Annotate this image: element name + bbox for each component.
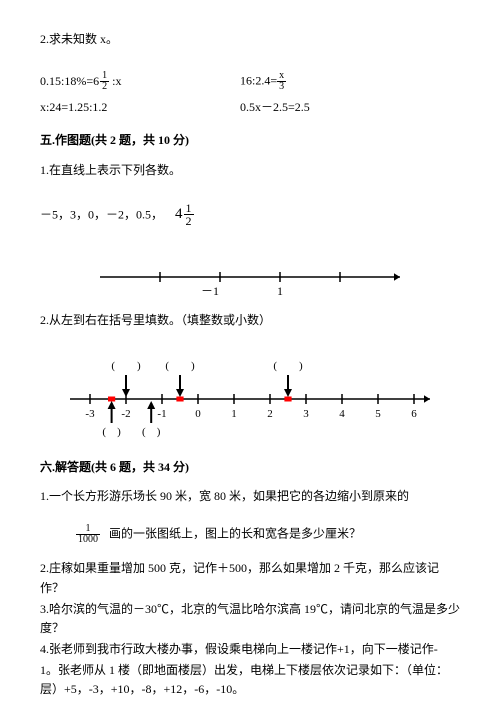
problem-2-title: 2.求未知数 x。 bbox=[40, 30, 460, 49]
eq1-left-b: :x bbox=[109, 74, 121, 88]
number-line-2: -3 -2 -1 0 1 2 3 4 5 6 ( ) ( ) ( ) ( ) ( ) bbox=[50, 344, 450, 444]
q5-2-head: 2.从左到右在括号里填数。（填整数或小数） bbox=[40, 311, 460, 330]
q5-1-head: 1.在直线上表示下列各数。 bbox=[40, 161, 460, 180]
svg-text:-3: -3 bbox=[85, 408, 95, 420]
frac-num: 1 bbox=[184, 202, 194, 215]
section-6-title: 六.解答题(共 6 题，共 34 分) bbox=[40, 458, 460, 477]
eq-2-left: x:24=1.25:1.2 bbox=[40, 98, 240, 117]
svg-text:( ): ( ) bbox=[142, 426, 161, 438]
section-5-title: 五.作图题(共 2 题，共 10 分) bbox=[40, 131, 460, 150]
q5-1-nums-a: －5，3，0，－2，0.5， bbox=[40, 207, 163, 221]
svg-text:3: 3 bbox=[303, 408, 309, 420]
svg-text:-1: -1 bbox=[157, 408, 166, 420]
svg-text:4: 4 bbox=[339, 408, 345, 420]
svg-text:( ): ( ) bbox=[273, 360, 303, 372]
q6-3: 3.哈尔滨的气温的－30℃，北京的气温比哈尔滨高 19℃，请问北京的气温是多少度… bbox=[40, 600, 460, 638]
mixed-whole: 4 bbox=[175, 202, 183, 226]
q6-2: 2.庄稼如果重量增加 500 克，记作＋500，那么如果增加 2 千克，那么应该… bbox=[40, 559, 460, 597]
svg-text:( ): ( ) bbox=[165, 360, 195, 372]
svg-text:2: 2 bbox=[267, 408, 273, 420]
svg-text:-2: -2 bbox=[121, 408, 130, 420]
svg-text:( ): ( ) bbox=[111, 360, 141, 372]
eq1-right-frac: x3 bbox=[277, 71, 286, 92]
eq1-left-a: 0.15:18%= bbox=[40, 74, 93, 88]
svg-text:6: 6 bbox=[411, 408, 417, 420]
q6-1-tail: 画的一张图纸上，图上的长和宽各是多少厘米？ bbox=[109, 527, 361, 541]
q5-1-numbers: －5，3，0，－2，0.5， 412 bbox=[40, 202, 460, 227]
q6-1-frac-line: 11000 画的一张图纸上，图上的长和宽各是多少厘米？ bbox=[76, 524, 460, 545]
eq-1-right: 16:2.4=x3 bbox=[240, 71, 460, 92]
q6-1-frac: 11000 bbox=[76, 524, 100, 545]
svg-text:1: 1 bbox=[231, 408, 237, 420]
frac-den: 2 bbox=[184, 215, 194, 227]
q6-4b: 1。张老师从 1 楼（即地面楼层）出发，电梯上下楼层依次记录如下：（单位：层）+… bbox=[40, 661, 460, 699]
q6-4a: 4.张老师到我市行政大楼办事，假设乘电梯向上一楼记作+1，向下一楼记作- bbox=[40, 640, 460, 659]
svg-text:5: 5 bbox=[375, 408, 381, 420]
q6-1-head: 1.一个长方形游乐场长 90 米，宽 80 米，如果把它的各边缩小到原来的 bbox=[40, 487, 460, 506]
svg-text:－1: －1 bbox=[201, 284, 219, 297]
equation-row-1: 0.15:18%=612 :x 16:2.4=x3 bbox=[40, 71, 460, 92]
svg-text:1: 1 bbox=[277, 284, 283, 297]
frac-den: 2 bbox=[100, 82, 109, 92]
svg-text:0: 0 bbox=[195, 408, 201, 420]
q5-1-mixed: 412 bbox=[175, 202, 194, 227]
frac-den: 1000 bbox=[76, 535, 100, 545]
equation-row-2: x:24=1.25:1.2 0.5x－2.5=2.5 bbox=[40, 98, 460, 117]
mixed-whole: 6 bbox=[93, 72, 99, 91]
svg-text:( ): ( ) bbox=[102, 426, 121, 438]
eq-1-left: 0.15:18%=612 :x bbox=[40, 71, 240, 92]
eq-2-right: 0.5x－2.5=2.5 bbox=[240, 98, 460, 117]
eq1-right-a: 16:2.4= bbox=[240, 73, 277, 87]
frac-den: 3 bbox=[277, 82, 286, 92]
number-line-1: －1 1 bbox=[60, 247, 440, 297]
eq1-left-mixed: 612 bbox=[93, 71, 109, 92]
